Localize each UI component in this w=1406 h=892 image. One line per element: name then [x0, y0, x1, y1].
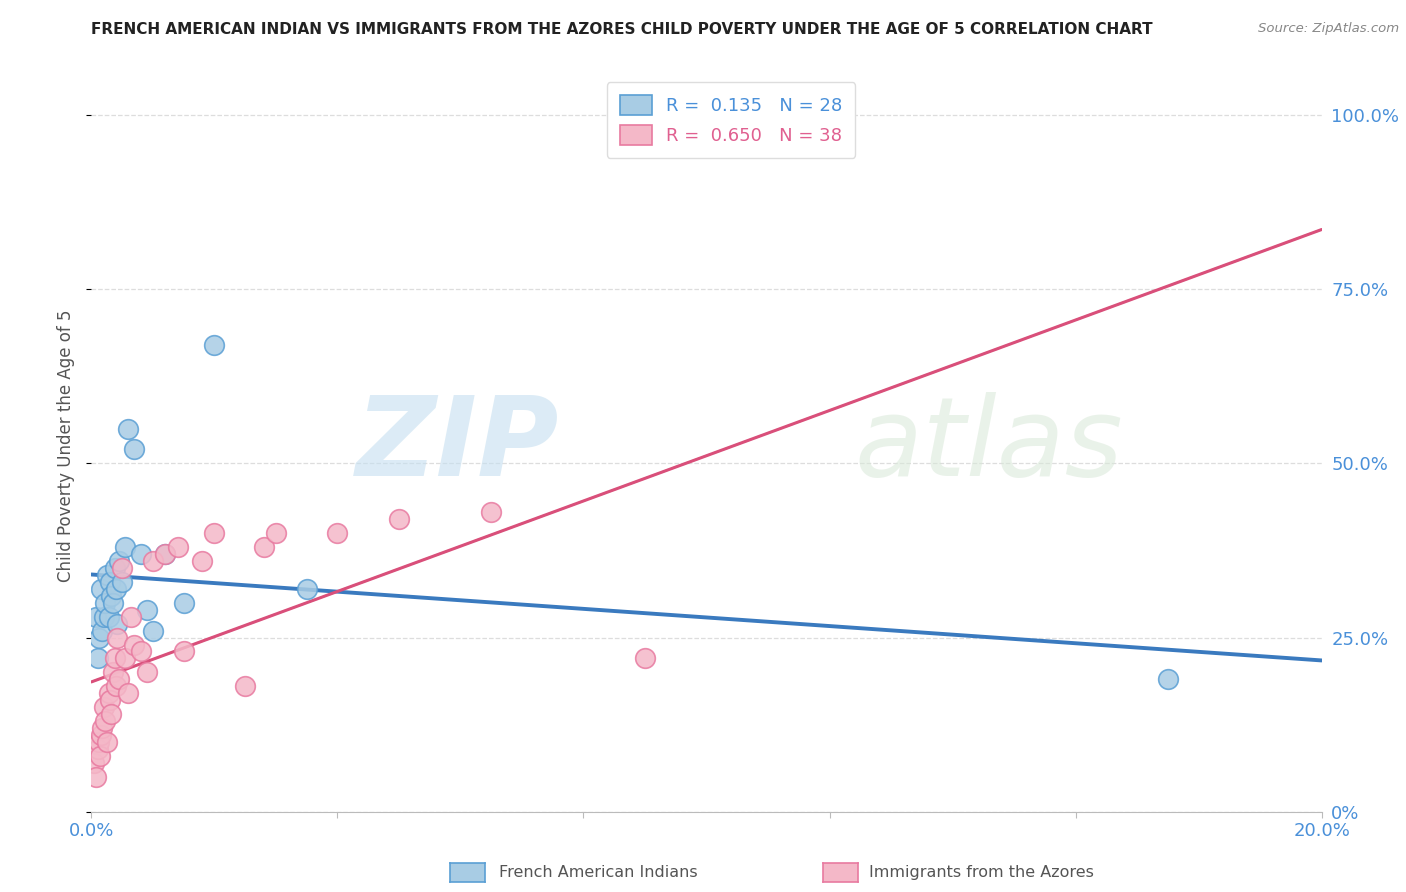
Point	[104, 651, 127, 665]
Point	[89, 749, 111, 764]
Point	[124, 442, 146, 457]
Point	[98, 574, 121, 589]
Point	[479, 505, 502, 519]
Point	[100, 589, 122, 603]
Point	[153, 547, 177, 561]
Text: FRENCH AMERICAN INDIAN VS IMMIGRANTS FROM THE AZORES CHILD POVERTY UNDER THE AGE: FRENCH AMERICAN INDIAN VS IMMIGRANTS FRO…	[91, 22, 1153, 37]
Point	[91, 624, 114, 638]
Point	[173, 644, 195, 658]
Point	[87, 631, 110, 645]
Point	[105, 616, 128, 631]
Point	[191, 554, 214, 568]
Text: Source: ZipAtlas.com: Source: ZipAtlas.com	[1258, 22, 1399, 36]
Point	[96, 735, 118, 749]
Point	[135, 603, 157, 617]
Point	[634, 651, 657, 665]
Point	[105, 679, 127, 693]
Point	[96, 567, 118, 582]
Text: Immigrants from the Azores: Immigrants from the Azores	[869, 865, 1094, 880]
Point	[86, 651, 108, 665]
Point	[114, 651, 136, 665]
Point	[97, 609, 120, 624]
Y-axis label: Child Poverty Under the Age of 5: Child Poverty Under the Age of 5	[58, 310, 76, 582]
Point	[142, 624, 165, 638]
Point	[93, 609, 115, 624]
Legend: R =  0.135   N = 28, R =  0.650   N = 38: R = 0.135 N = 28, R = 0.650 N = 38	[607, 82, 855, 158]
Point	[111, 561, 134, 575]
Point	[86, 609, 108, 624]
Point	[114, 540, 136, 554]
Point	[90, 728, 112, 742]
Point	[105, 631, 128, 645]
Point	[202, 338, 225, 352]
Point	[202, 526, 225, 541]
Point	[129, 547, 152, 561]
Point	[117, 686, 139, 700]
Point	[166, 540, 188, 554]
Text: ZIP: ZIP	[356, 392, 558, 500]
Point	[295, 582, 318, 596]
Point	[101, 596, 124, 610]
Point	[86, 770, 108, 784]
Text: atlas: atlas	[853, 392, 1123, 500]
Point	[83, 756, 105, 770]
Point	[86, 742, 108, 756]
Text: French American Indians: French American Indians	[499, 865, 697, 880]
Point	[153, 547, 177, 561]
Point	[91, 721, 114, 735]
Point	[135, 665, 157, 680]
Point	[94, 596, 117, 610]
Point	[129, 644, 152, 658]
Point	[120, 609, 142, 624]
Point	[98, 693, 121, 707]
Point	[264, 526, 287, 541]
Point	[142, 554, 165, 568]
Point	[100, 707, 122, 722]
Point	[97, 686, 120, 700]
Point	[111, 574, 134, 589]
Point	[104, 561, 127, 575]
Point	[94, 714, 117, 728]
Point	[90, 582, 112, 596]
Point	[117, 421, 139, 435]
Point	[326, 526, 349, 541]
Point	[388, 512, 411, 526]
Point	[105, 582, 127, 596]
Point	[233, 679, 256, 693]
Point	[1157, 673, 1180, 687]
Point	[108, 554, 131, 568]
Point	[101, 665, 124, 680]
Point	[87, 735, 110, 749]
Point	[252, 540, 274, 554]
Point	[108, 673, 131, 687]
Point	[173, 596, 195, 610]
Point	[124, 638, 146, 652]
Point	[93, 700, 115, 714]
